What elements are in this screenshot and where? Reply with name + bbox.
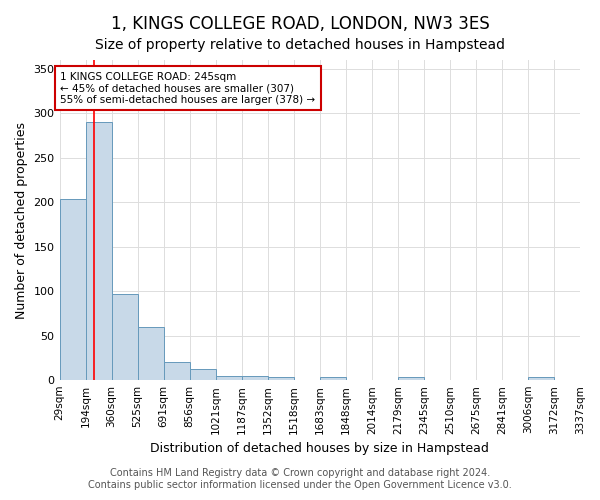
X-axis label: Distribution of detached houses by size in Hampstead: Distribution of detached houses by size …: [151, 442, 489, 455]
Bar: [268, 378, 294, 380]
Y-axis label: Number of detached properties: Number of detached properties: [15, 122, 28, 318]
Bar: [86, 122, 112, 380]
Text: 1 KINGS COLLEGE ROAD: 245sqm
← 45% of detached houses are smaller (307)
55% of s: 1 KINGS COLLEGE ROAD: 245sqm ← 45% of de…: [61, 72, 316, 105]
Text: 1, KINGS COLLEGE ROAD, LONDON, NW3 3ES: 1, KINGS COLLEGE ROAD, LONDON, NW3 3ES: [110, 15, 490, 33]
Bar: [528, 378, 554, 380]
Bar: [190, 370, 215, 380]
Bar: [59, 198, 86, 380]
Text: Size of property relative to detached houses in Hampstead: Size of property relative to detached ho…: [95, 38, 505, 52]
Bar: [242, 376, 268, 380]
Bar: [398, 378, 424, 380]
Bar: [320, 378, 346, 380]
Text: Contains HM Land Registry data © Crown copyright and database right 2024.
Contai: Contains HM Land Registry data © Crown c…: [88, 468, 512, 490]
Bar: [164, 362, 190, 380]
Bar: [215, 376, 242, 380]
Bar: [112, 294, 137, 380]
Bar: [137, 326, 164, 380]
